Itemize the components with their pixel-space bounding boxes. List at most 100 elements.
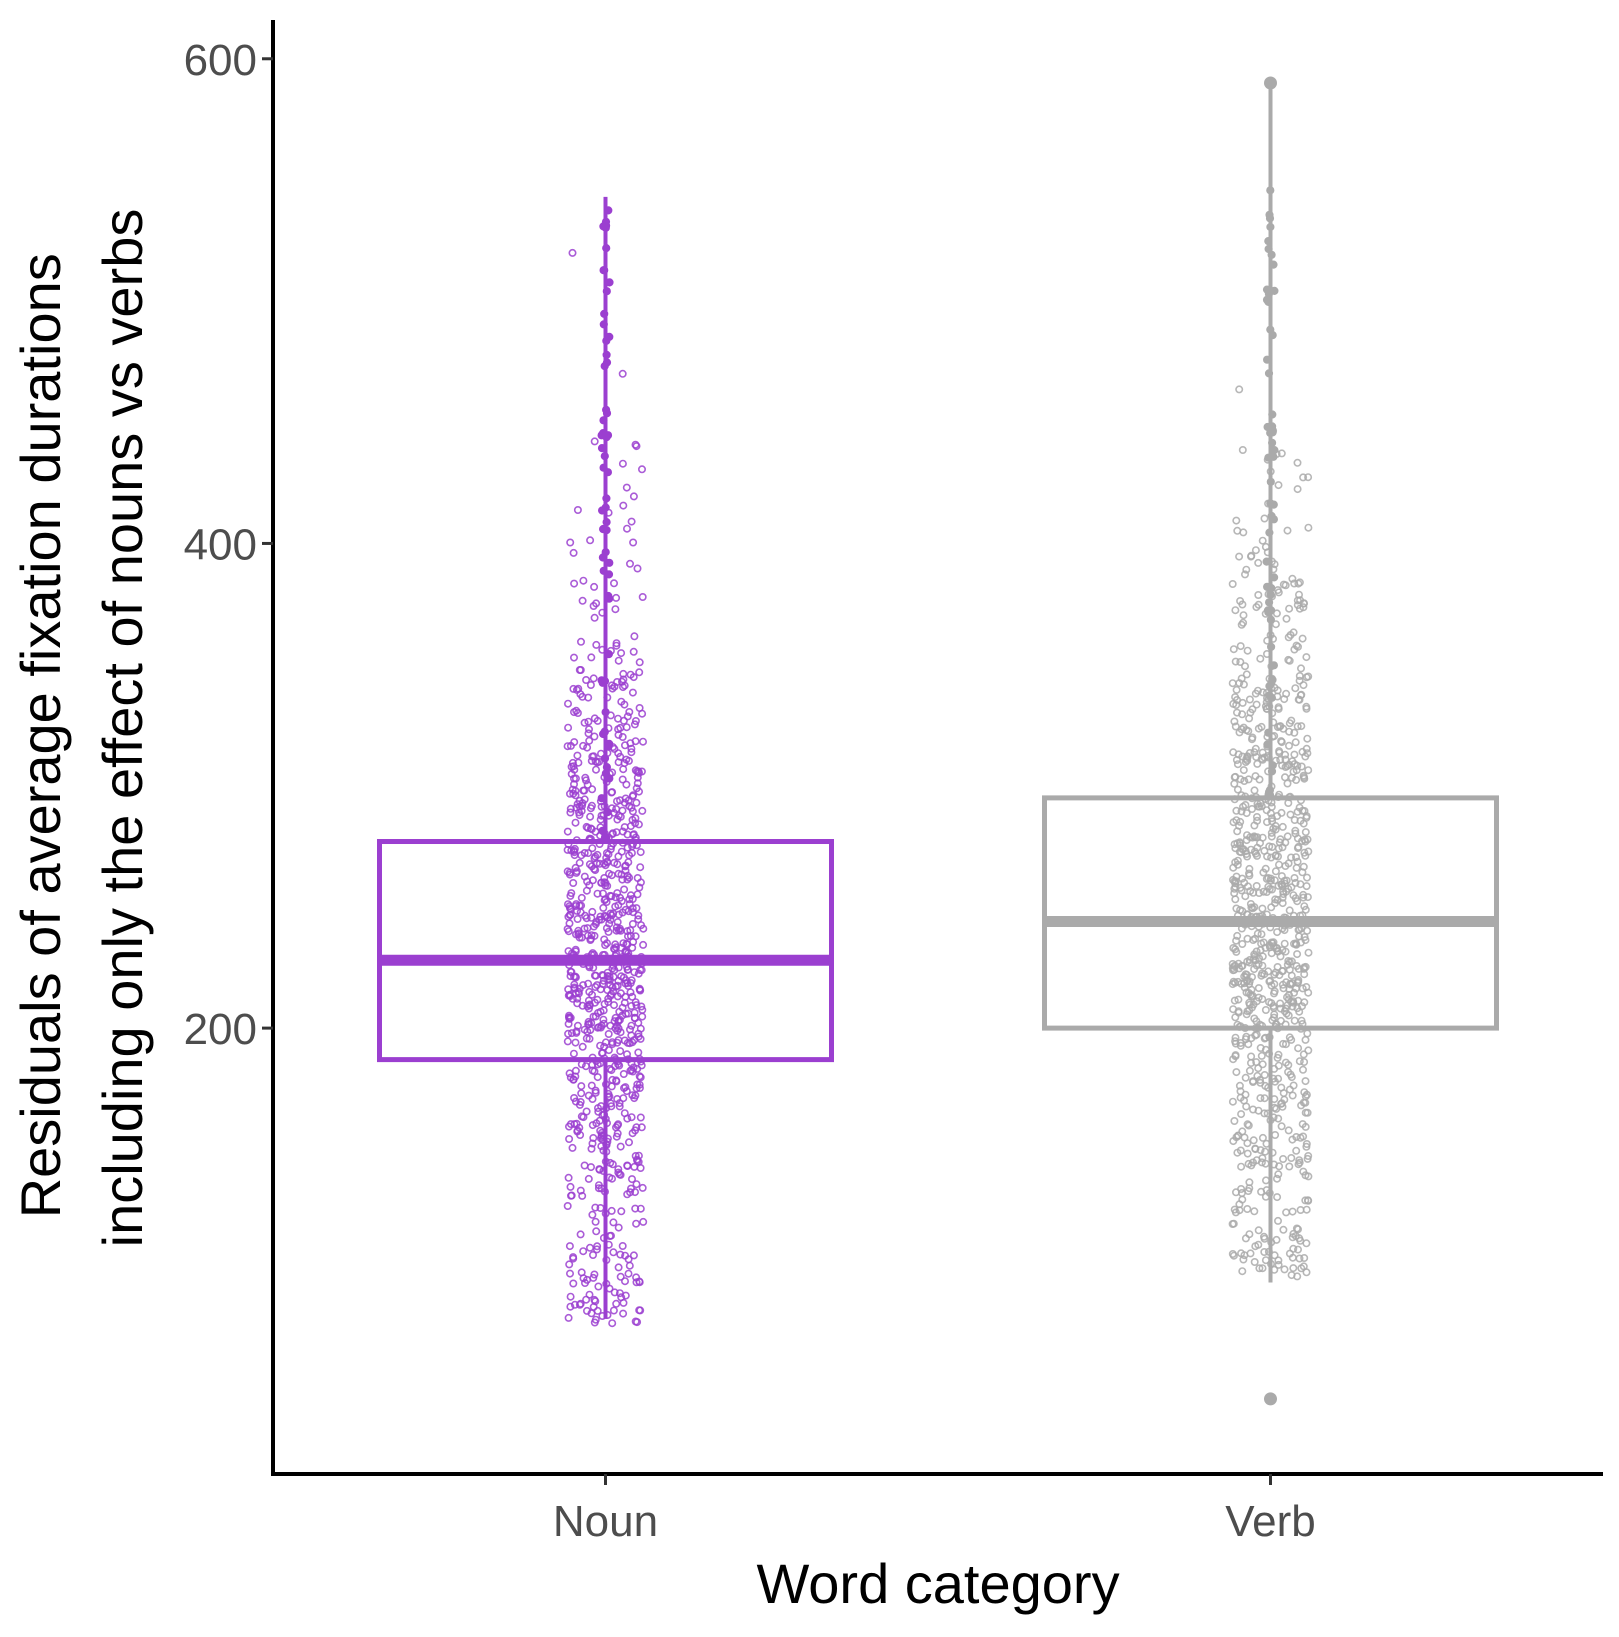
jitter-point bbox=[607, 990, 616, 999]
jitter-point bbox=[1231, 858, 1240, 867]
jitter-point bbox=[1287, 883, 1296, 892]
jitter-point bbox=[1237, 886, 1246, 895]
jitter-point bbox=[572, 900, 581, 909]
jitter-point bbox=[1270, 876, 1279, 885]
jitter-point bbox=[580, 1161, 589, 1170]
jitter-point bbox=[564, 1313, 573, 1322]
jitter-point bbox=[617, 943, 626, 952]
jitter-point bbox=[1287, 1035, 1296, 1044]
jitter-point bbox=[625, 707, 634, 716]
jitter-point bbox=[1301, 936, 1310, 945]
jitter-point bbox=[614, 725, 623, 734]
jitter-point bbox=[1287, 1154, 1296, 1163]
jitter-point bbox=[614, 1017, 623, 1026]
jitter-point bbox=[1255, 1264, 1264, 1273]
jitter-point bbox=[612, 1132, 621, 1141]
jitter-point bbox=[618, 1242, 627, 1251]
jitter-point bbox=[588, 1066, 597, 1075]
jitter-point bbox=[616, 1250, 625, 1259]
jitter-point bbox=[631, 1204, 640, 1213]
jitter-point bbox=[1232, 516, 1241, 525]
jitter-point bbox=[570, 848, 579, 857]
jitter-point bbox=[1276, 999, 1285, 1008]
jitter-point bbox=[1245, 1230, 1254, 1239]
jitter-point bbox=[1300, 1088, 1309, 1097]
jitter-point bbox=[1253, 816, 1262, 825]
jitter-point bbox=[597, 1021, 606, 1030]
jitter-point bbox=[1257, 930, 1266, 939]
jitter-point bbox=[1250, 965, 1259, 974]
jitter-point bbox=[592, 1245, 601, 1254]
jitter-point bbox=[618, 732, 627, 741]
jitter-point bbox=[1240, 878, 1249, 887]
jitter-point bbox=[1287, 1271, 1296, 1280]
jitter-point bbox=[1299, 681, 1308, 690]
jitter-point bbox=[572, 867, 581, 876]
jitter-point bbox=[608, 830, 617, 839]
jitter-point bbox=[573, 1126, 582, 1135]
jitter-point bbox=[590, 732, 599, 741]
jitter-point bbox=[614, 910, 623, 919]
jitter-point bbox=[1273, 928, 1282, 937]
jitter-point bbox=[1270, 980, 1279, 989]
jitter-point bbox=[629, 937, 638, 946]
jitter-point bbox=[1249, 955, 1258, 964]
jitter-point bbox=[584, 1174, 593, 1183]
jitter-point bbox=[573, 914, 582, 923]
jitter-point bbox=[602, 924, 611, 933]
jitter-point bbox=[581, 1062, 590, 1071]
jitter-point bbox=[580, 872, 589, 881]
jitter-point bbox=[617, 847, 626, 856]
jitter-point bbox=[1247, 992, 1256, 1001]
jitter-point bbox=[1236, 596, 1245, 605]
jitter-point bbox=[628, 792, 637, 801]
jitter-point bbox=[1230, 840, 1239, 849]
jitter-point bbox=[610, 1017, 619, 1026]
jitter-point bbox=[1274, 1050, 1283, 1059]
jitter-point bbox=[613, 918, 622, 927]
jitter-point bbox=[581, 776, 590, 785]
jitter-point bbox=[1230, 779, 1239, 788]
jitter-point bbox=[1280, 876, 1289, 885]
jitter-point bbox=[1275, 1162, 1284, 1171]
jitter-point bbox=[1244, 1040, 1253, 1049]
jitter-point bbox=[1282, 689, 1291, 698]
jitter-point bbox=[1254, 558, 1263, 567]
jitter-point bbox=[1231, 1051, 1240, 1060]
jitter-point bbox=[609, 1218, 618, 1227]
jitter-point bbox=[1300, 773, 1309, 782]
jitter-point bbox=[1292, 1146, 1301, 1155]
jitter-point bbox=[577, 1089, 586, 1098]
jitter-point bbox=[1271, 898, 1280, 907]
jitter-point bbox=[1302, 702, 1311, 711]
jitter-point bbox=[1257, 722, 1266, 731]
jitter-point bbox=[1236, 657, 1245, 666]
jitter-point bbox=[583, 780, 592, 789]
jitter-point bbox=[1256, 1076, 1265, 1085]
jitter-point bbox=[1265, 884, 1274, 893]
jitter-point bbox=[622, 723, 631, 732]
jitter-point bbox=[1302, 673, 1311, 682]
jitter-point bbox=[1293, 458, 1302, 467]
box-iqr bbox=[377, 839, 834, 1063]
jitter-point bbox=[569, 548, 578, 557]
jitter-point bbox=[594, 1282, 603, 1291]
jitter-point bbox=[627, 748, 636, 757]
jitter-point bbox=[1262, 874, 1271, 883]
jitter-point bbox=[593, 1073, 602, 1082]
jitter-point bbox=[1295, 1007, 1304, 1016]
jitter-point bbox=[566, 910, 575, 919]
jitter-point bbox=[625, 1261, 634, 1270]
jitter-point bbox=[588, 785, 597, 794]
jitter-point bbox=[1297, 1101, 1306, 1110]
jitter-point bbox=[1259, 868, 1268, 877]
jitter-point bbox=[638, 592, 647, 601]
jitter-point bbox=[596, 1007, 605, 1016]
jitter-point bbox=[1237, 807, 1246, 816]
jitter-point bbox=[563, 1202, 572, 1211]
jitter-point bbox=[620, 681, 629, 690]
jitter-point bbox=[589, 674, 598, 683]
jitter-point bbox=[1230, 877, 1239, 886]
jitter-point bbox=[564, 1173, 573, 1182]
jitter-point bbox=[1256, 654, 1265, 663]
